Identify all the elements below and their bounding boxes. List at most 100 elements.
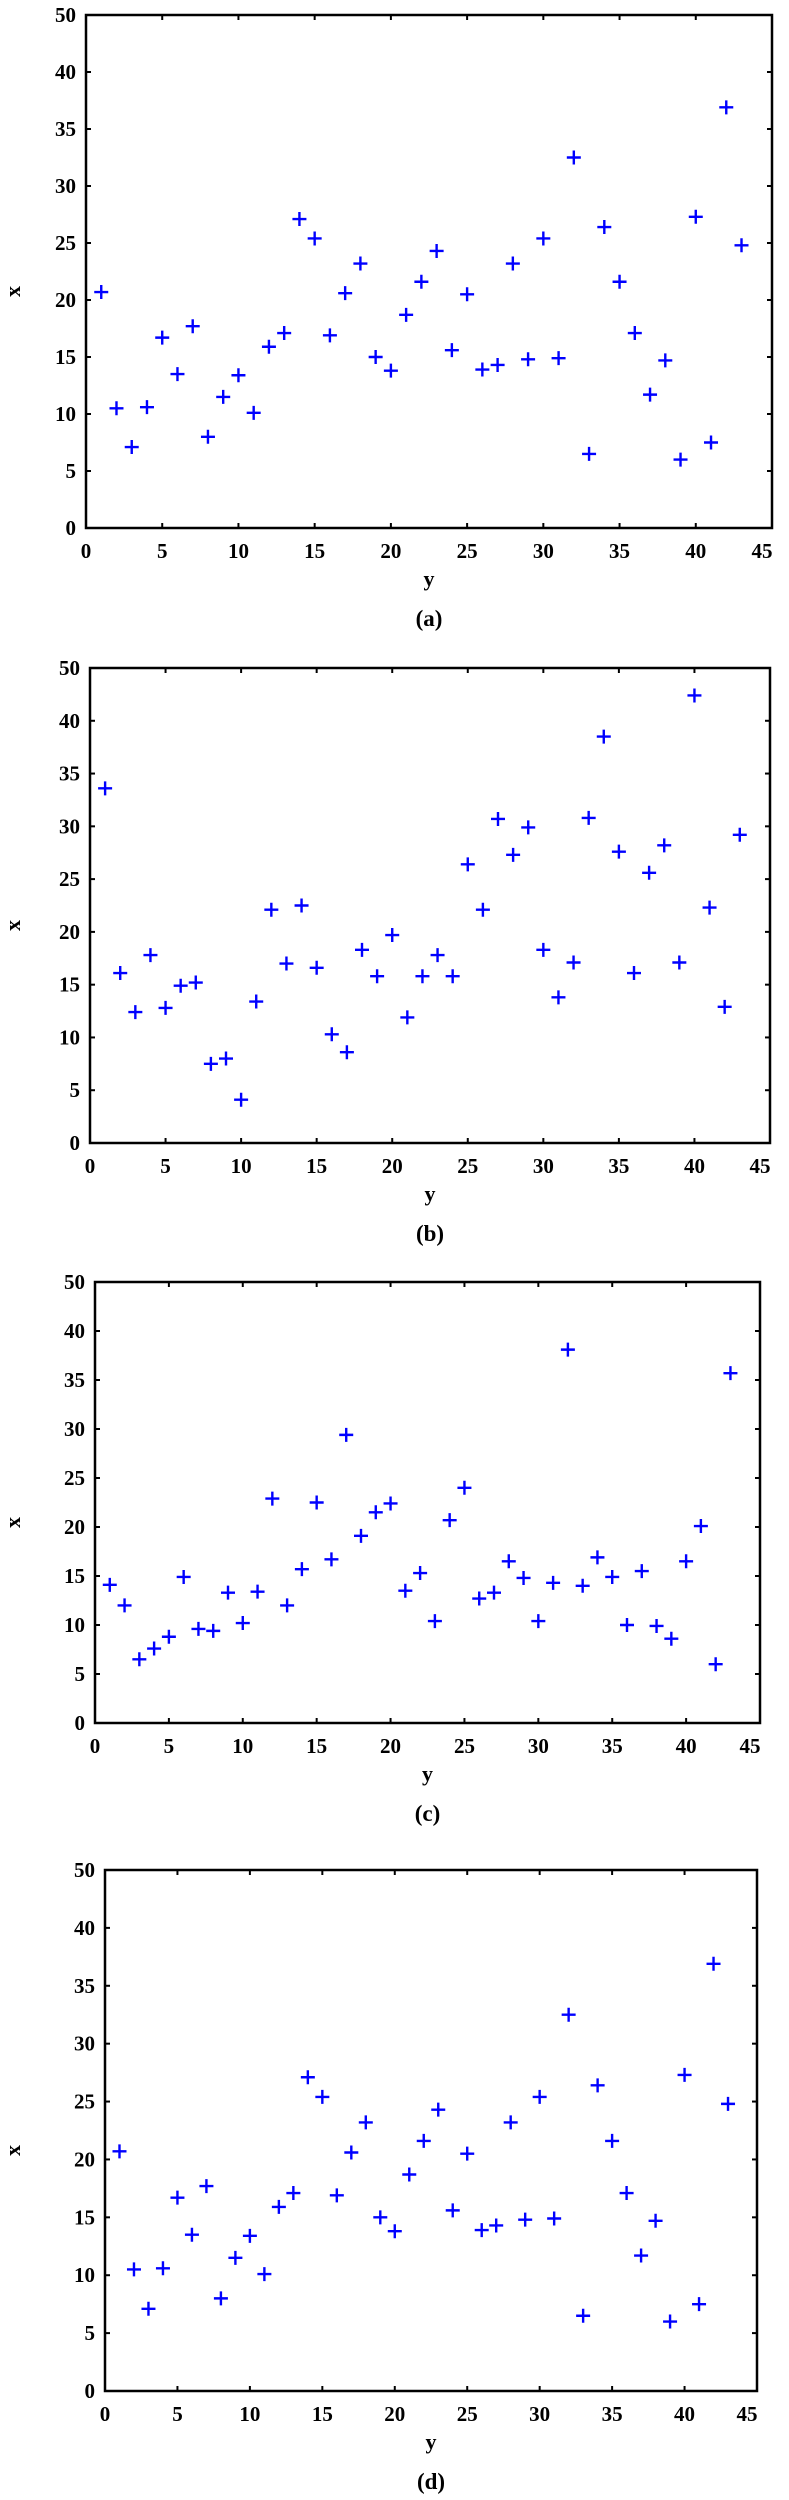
panel-label: (c) (415, 1801, 441, 1826)
y-tick-label: 40 (74, 1916, 95, 1940)
data-point (383, 1496, 398, 1511)
y-axis-label: x (0, 2145, 25, 2156)
data-point (219, 1051, 233, 1066)
data-point (339, 1045, 354, 1060)
x-tick-label: 25 (457, 539, 478, 563)
data-point (185, 319, 200, 334)
x-tick-label: 10 (228, 539, 249, 563)
data-point (387, 2224, 402, 2239)
x-tick-label: 30 (533, 1154, 554, 1178)
y-tick-label: 5 (66, 459, 77, 483)
x-tick-label: 25 (457, 1154, 478, 1178)
data-point (200, 429, 215, 444)
data-point (648, 2213, 663, 2228)
y-tick-label: 5 (70, 1078, 81, 1102)
data-point (487, 1585, 501, 1600)
y-tick-label: 15 (55, 345, 76, 369)
data-point (271, 2199, 286, 2214)
x-tick-label: 40 (685, 539, 706, 563)
data-point (717, 999, 732, 1014)
data-point (102, 1577, 117, 1592)
data-point (457, 1480, 472, 1495)
data-point (657, 838, 672, 853)
data-point (402, 2167, 417, 2182)
data-point (627, 966, 641, 981)
data-point (353, 256, 368, 271)
data-point (373, 2210, 388, 2225)
data-point (385, 928, 400, 943)
data-point (413, 1566, 428, 1581)
data-point (355, 942, 369, 957)
data-point (126, 2262, 141, 2277)
data-point (734, 238, 749, 253)
data-point (250, 1584, 265, 1599)
data-point (619, 2186, 634, 2201)
data-point (249, 994, 264, 1009)
data-point (370, 969, 385, 984)
data-point (561, 2007, 576, 2022)
scatter-panel-b: 0 5 10 15 20 25 30 35 40 45 0 5 10 15 20 25 30 35 40 50 y x (b… (0, 656, 772, 1246)
x-tick-label: 5 (164, 1734, 175, 1758)
y-tick-label: 50 (59, 656, 80, 680)
data-point (431, 2102, 446, 2117)
data-point (329, 2188, 344, 2203)
y-tick-label: 20 (64, 1515, 85, 1539)
data-point (679, 1554, 694, 1569)
data-point (234, 1092, 249, 1107)
data-point (294, 1562, 309, 1577)
y-tick-label: 25 (74, 2090, 95, 2114)
data-point (213, 2291, 228, 2306)
data-point (687, 688, 702, 703)
data-point (516, 1570, 531, 1585)
y-tick-label: 25 (55, 231, 76, 255)
y-axis-label: x (0, 286, 25, 297)
data-point (649, 1618, 664, 1633)
data-point (132, 1652, 147, 1667)
data-point (551, 351, 566, 366)
y-tick-label: 35 (64, 1368, 85, 1392)
data-point (315, 2089, 330, 2104)
data-point (109, 401, 124, 416)
data-point (231, 368, 246, 383)
data-point (576, 2308, 591, 2323)
y-tick-label: 25 (64, 1466, 85, 1490)
data-point (547, 2211, 562, 2226)
y-tick-label: 40 (55, 60, 76, 84)
data-point (521, 820, 536, 835)
x-tick-label: 15 (312, 2402, 333, 2426)
data-point (475, 902, 490, 917)
y-tick-label: 25 (59, 867, 80, 891)
data-point (309, 1495, 324, 1510)
x-tick-label: 45 (750, 1154, 771, 1178)
x-tick-label: 30 (533, 539, 554, 563)
data-point (124, 440, 139, 455)
data-point (536, 942, 551, 957)
y-tick-label: 30 (64, 1417, 85, 1441)
data-point (444, 343, 459, 358)
x-tick-label: 25 (454, 1734, 475, 1758)
data-point (286, 2186, 301, 2201)
data-point (228, 2250, 243, 2265)
data-point (634, 2248, 649, 2263)
y-tick-label: 35 (55, 117, 76, 141)
data-point (292, 212, 307, 227)
data-point (706, 1956, 721, 1971)
data-point (688, 209, 703, 224)
data-point (235, 1616, 250, 1631)
x-tick-label: 10 (231, 1154, 252, 1178)
y-tick-label: 5 (75, 1662, 86, 1686)
data-point (536, 231, 551, 246)
data-point (199, 2179, 214, 2194)
data-point (309, 960, 324, 975)
data-point (265, 1491, 280, 1506)
x-axis-label: y (425, 1181, 436, 1206)
data-point (673, 452, 688, 467)
data-point (280, 1598, 295, 1613)
data-point (605, 2133, 620, 2148)
data-point (173, 978, 188, 993)
x-tick-label: 0 (85, 1154, 96, 1178)
y-tick-label: 10 (55, 402, 76, 426)
x-tick-label: 20 (382, 1154, 403, 1178)
x-tick-label: 5 (157, 539, 168, 563)
y-tick-label: 20 (74, 2147, 95, 2171)
